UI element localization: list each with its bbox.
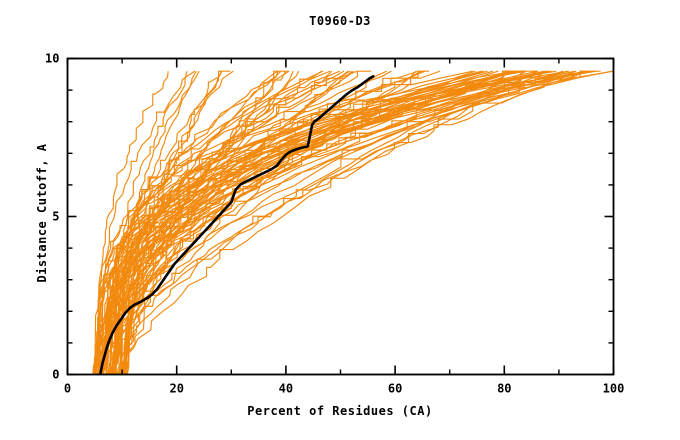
svg-text:5: 5 [52,210,59,224]
prediction-curve [95,70,538,375]
prediction-curve [114,70,473,375]
prediction-curve [93,70,196,375]
prediction-curve [109,70,517,375]
prediction-curve [123,70,234,375]
prediction-curve [106,70,517,375]
svg-text:20: 20 [169,382,183,396]
prediction-curve [122,70,419,375]
svg-text:100: 100 [603,382,625,396]
plot-frame [66,57,615,376]
reference-curve [98,74,375,375]
prediction-curve [98,70,527,375]
svg-text:0: 0 [52,368,59,382]
prediction-curve [120,70,584,375]
prediction-curves-group [92,70,614,375]
svg-text:60: 60 [388,382,402,396]
prediction-curve [110,70,545,375]
svg-text:40: 40 [279,382,293,396]
prediction-curve [114,70,614,375]
chart-title: T0960-D3 [309,14,371,28]
svg-text:80: 80 [497,382,511,396]
prediction-curve [95,70,586,375]
prediction-curve [122,70,564,375]
svg-text:0: 0 [64,382,71,396]
prediction-curve [98,70,527,375]
prediction-curve [111,70,517,375]
x-axis-label: Percent of Residues (CA) [247,404,433,418]
prediction-curve [108,70,522,375]
prediction-curve [94,70,595,375]
tick-labels-group: 0 20 40 60 80 100 0 5 10 [45,52,624,396]
prediction-curve [119,70,548,375]
prediction-curve [119,70,539,375]
prediction-curve [98,70,570,375]
prediction-curve [92,70,324,375]
svg-text:10: 10 [45,52,59,66]
reference-curve-group [98,74,375,375]
prediction-curve [96,70,601,375]
